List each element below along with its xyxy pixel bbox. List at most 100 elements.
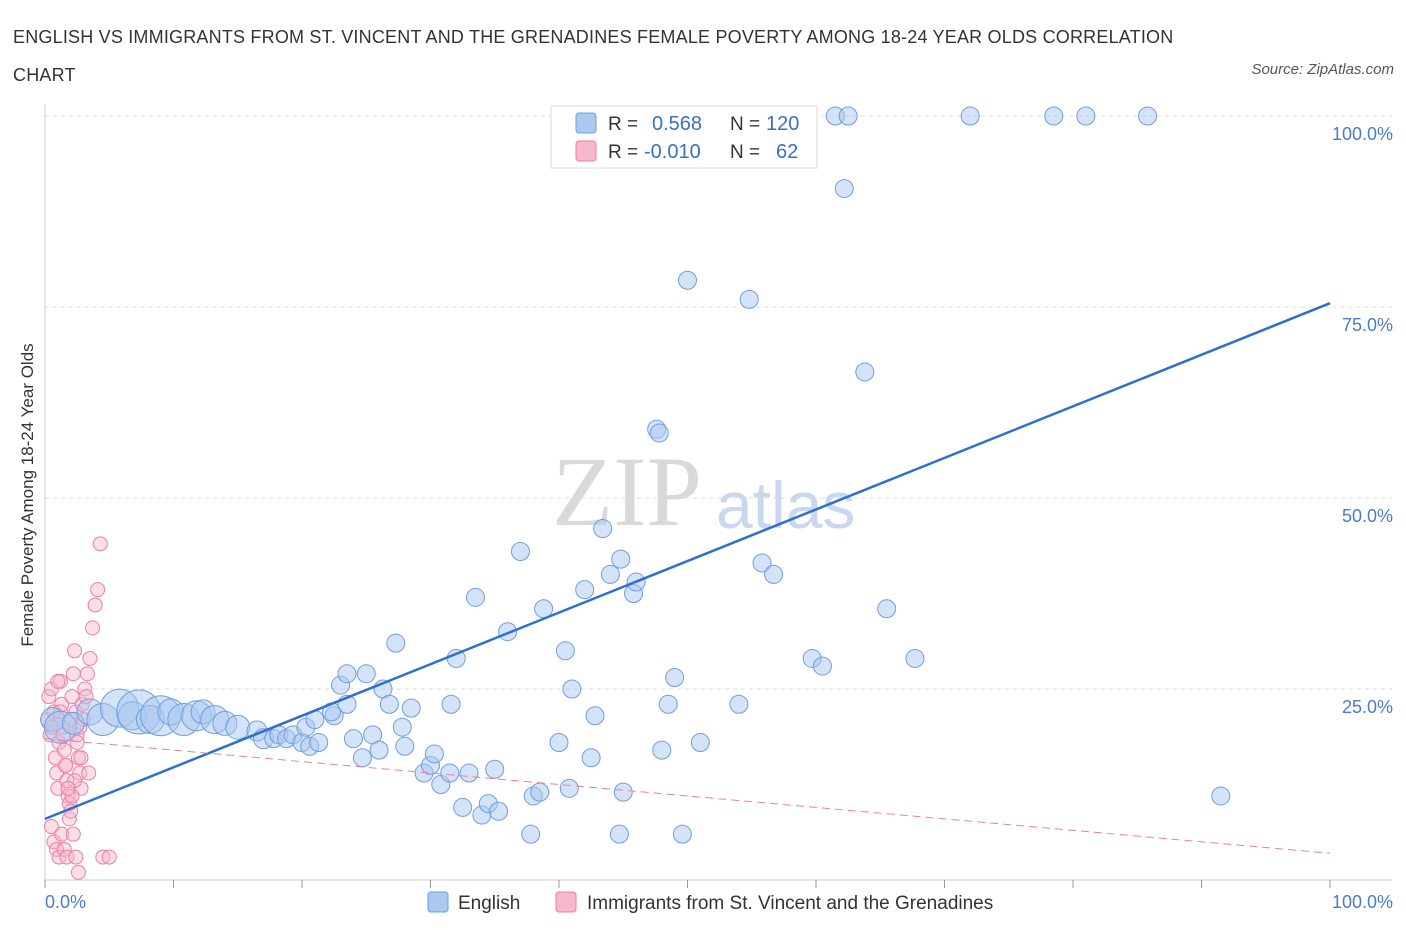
legend-immigrants-r-label: R = — [608, 142, 638, 163]
grid-lines — [45, 115, 1392, 690]
english-point — [690, 732, 710, 752]
english-point — [600, 564, 620, 584]
english-point — [369, 740, 389, 760]
immigrants-point — [90, 582, 106, 598]
tick-labels: 25.0% 50.0% 75.0% 100.0% 0.0% 100.0% — [45, 124, 1393, 912]
source-label: Source: ZipAtlas.com — [1251, 61, 1394, 78]
chart-title: ENGLISH VS IMMIGRANTS FROM ST. VINCENT A… — [13, 27, 1174, 85]
immigrants-point — [81, 765, 97, 781]
english-point — [649, 423, 669, 443]
english-point — [764, 564, 784, 584]
english-point — [352, 748, 372, 768]
axes — [44, 104, 1392, 888]
x-tick-label: 0.0% — [45, 892, 86, 912]
immigrants-point — [79, 666, 95, 682]
english-point — [739, 289, 759, 309]
legend-swatch-immigrants — [575, 140, 597, 162]
immigrants-point — [51, 849, 67, 865]
english-point — [225, 714, 251, 740]
immigrants-point — [95, 849, 111, 865]
y-tick-label: 100.0% — [1332, 124, 1393, 144]
immigrants-point — [64, 788, 80, 804]
english-point — [549, 732, 569, 752]
english-point — [665, 668, 685, 688]
legend-bottom: English Immigrants from St. Vincent and … — [427, 891, 993, 914]
english-trendline — [44, 302, 1331, 821]
legend-english-n-value: 120 — [766, 113, 799, 135]
english-point — [609, 824, 629, 844]
watermark: ZIP atlas — [552, 436, 855, 547]
legend-immigrants-n-label: N = — [730, 142, 760, 163]
english-point — [581, 748, 601, 768]
immigrants-point — [60, 780, 76, 796]
immigrants-point — [50, 673, 66, 689]
immigrants-point — [67, 643, 83, 659]
legend-swatch-english — [575, 112, 597, 134]
english-point — [465, 587, 485, 607]
immigrants-point — [87, 597, 103, 613]
watermark-zip: ZIP — [552, 436, 702, 547]
english-point — [386, 633, 406, 653]
immigrants-point — [60, 788, 76, 804]
immigrants-point — [56, 742, 72, 758]
english-point — [555, 641, 575, 661]
immigrants-point — [73, 750, 89, 766]
immigrants-point — [54, 826, 70, 842]
immigrants-point — [82, 650, 98, 666]
bottom-legend-swatch-english — [427, 891, 449, 913]
x-tick-label: 100.0% — [1332, 892, 1393, 912]
english-point — [855, 362, 875, 382]
english-point — [562, 679, 582, 699]
legend-top: R = 0.568 N = 120 R = -0.010 N = 62 — [550, 105, 818, 169]
english-point — [678, 270, 697, 290]
english-point — [658, 694, 678, 714]
english-point — [510, 541, 530, 561]
legend-english-r-label: R = — [608, 114, 638, 135]
watermark-atlas: atlas — [716, 468, 855, 542]
english-point — [838, 106, 858, 126]
english-point — [877, 599, 897, 619]
legend-immigrants-r-value: -0.010 — [644, 141, 701, 163]
y-tick-label: 50.0% — [1342, 506, 1393, 526]
english-point — [812, 656, 832, 676]
bottom-legend-immigrants: Immigrants from St. Vincent and the Gren… — [587, 893, 993, 914]
english-point — [752, 553, 772, 573]
english-point — [441, 694, 461, 714]
english-point — [485, 759, 505, 779]
english-point — [1138, 106, 1158, 126]
trendlines — [44, 302, 1331, 854]
legend-english-n-label: N = — [730, 114, 760, 135]
legend-english-r-value: 0.568 — [652, 113, 702, 135]
english-point — [960, 106, 980, 126]
english-point — [530, 782, 550, 802]
y-tick-label: 25.0% — [1342, 697, 1393, 717]
english-point — [613, 782, 633, 802]
english-point — [834, 179, 854, 199]
english-point — [1211, 786, 1231, 806]
immigrants-point — [68, 849, 84, 865]
english-point — [611, 549, 631, 569]
immigrants-point — [59, 773, 75, 789]
english-point — [337, 664, 357, 684]
english-point — [453, 797, 473, 817]
english-point — [440, 763, 460, 783]
immigrants-point — [65, 826, 81, 842]
english-point — [395, 736, 415, 756]
english-points — [40, 106, 1231, 844]
bottom-legend-swatch-immigrants — [555, 891, 577, 913]
bottom-legend-english: English — [458, 893, 520, 914]
english-point — [672, 824, 692, 844]
immigrants-point — [77, 681, 93, 697]
immigrants-point — [85, 620, 101, 636]
y-tick-label: 75.0% — [1342, 315, 1393, 335]
english-point — [401, 698, 421, 718]
english-point — [343, 729, 363, 749]
immigrants-point — [65, 666, 81, 682]
immigrants-point — [43, 819, 59, 835]
immigrants-point — [70, 864, 86, 880]
english-point — [356, 664, 376, 684]
english-point — [424, 744, 444, 764]
english-point — [521, 824, 541, 844]
english-point — [489, 801, 509, 821]
